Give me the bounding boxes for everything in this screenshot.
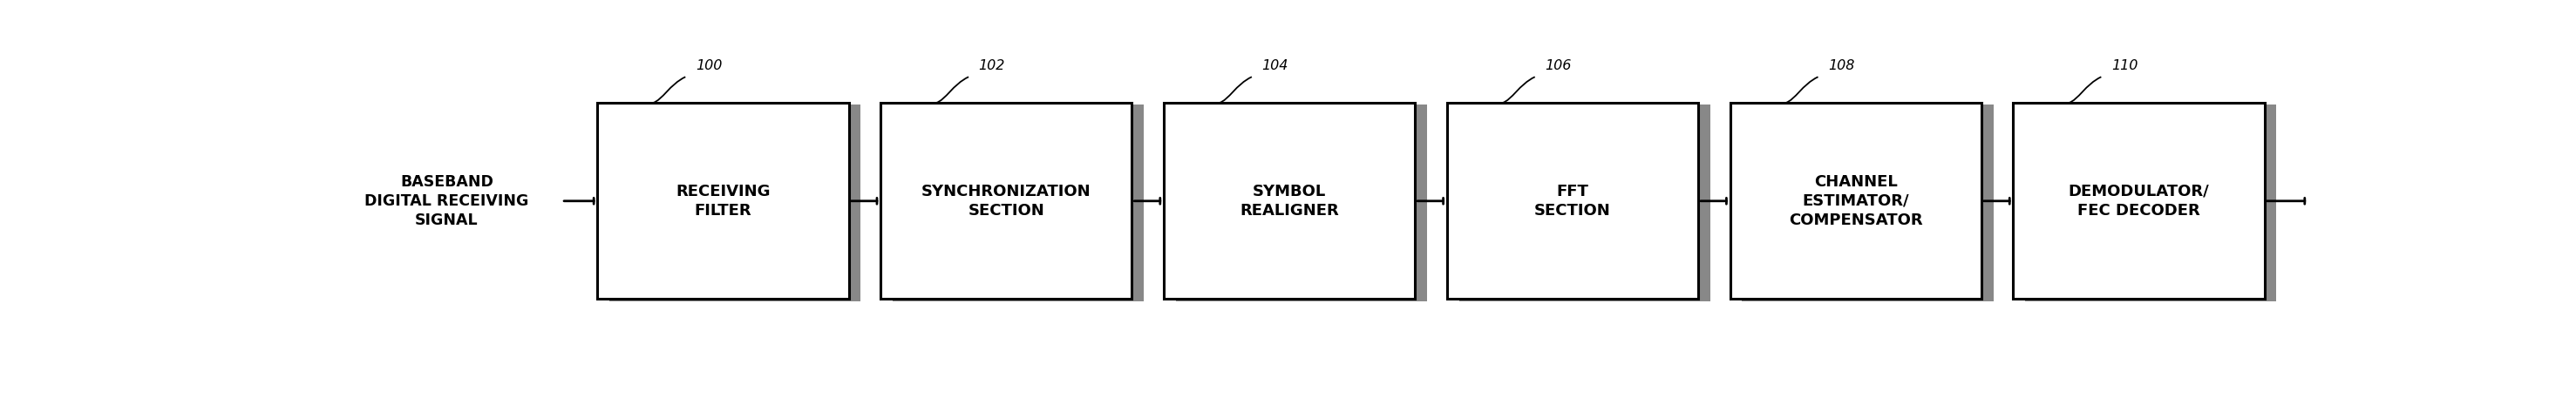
Bar xyxy=(1448,103,1698,299)
Text: SYNCHRONIZATION
SECTION: SYNCHRONIZATION SECTION xyxy=(922,183,1092,219)
Bar xyxy=(598,103,848,299)
Text: 108: 108 xyxy=(1829,59,1855,72)
Bar xyxy=(1175,105,1427,301)
Bar xyxy=(2025,105,2277,301)
Text: 106: 106 xyxy=(1546,59,1571,72)
Text: 100: 100 xyxy=(696,59,721,72)
Bar xyxy=(611,105,860,301)
Bar xyxy=(881,103,1131,299)
Text: RECEIVING
FILTER: RECEIVING FILTER xyxy=(675,183,770,219)
Bar xyxy=(1164,103,1414,299)
Bar xyxy=(1458,105,1710,301)
Text: CHANNEL
ESTIMATOR/
COMPENSATOR: CHANNEL ESTIMATOR/ COMPENSATOR xyxy=(1788,174,1922,228)
Bar xyxy=(1731,103,1981,299)
Text: FFT
SECTION: FFT SECTION xyxy=(1535,183,1610,219)
Text: 102: 102 xyxy=(979,59,1005,72)
Bar xyxy=(894,105,1144,301)
Text: BASEBAND
DIGITAL RECEIVING
SIGNAL: BASEBAND DIGITAL RECEIVING SIGNAL xyxy=(366,174,528,228)
Text: DEMODULATOR/
FEC DECODER: DEMODULATOR/ FEC DECODER xyxy=(2069,183,2210,219)
Text: 110: 110 xyxy=(2112,59,2138,72)
Text: SYMBOL
REALIGNER: SYMBOL REALIGNER xyxy=(1239,183,1340,219)
Bar xyxy=(1741,105,1994,301)
Text: 104: 104 xyxy=(1262,59,1288,72)
Bar xyxy=(2014,103,2264,299)
